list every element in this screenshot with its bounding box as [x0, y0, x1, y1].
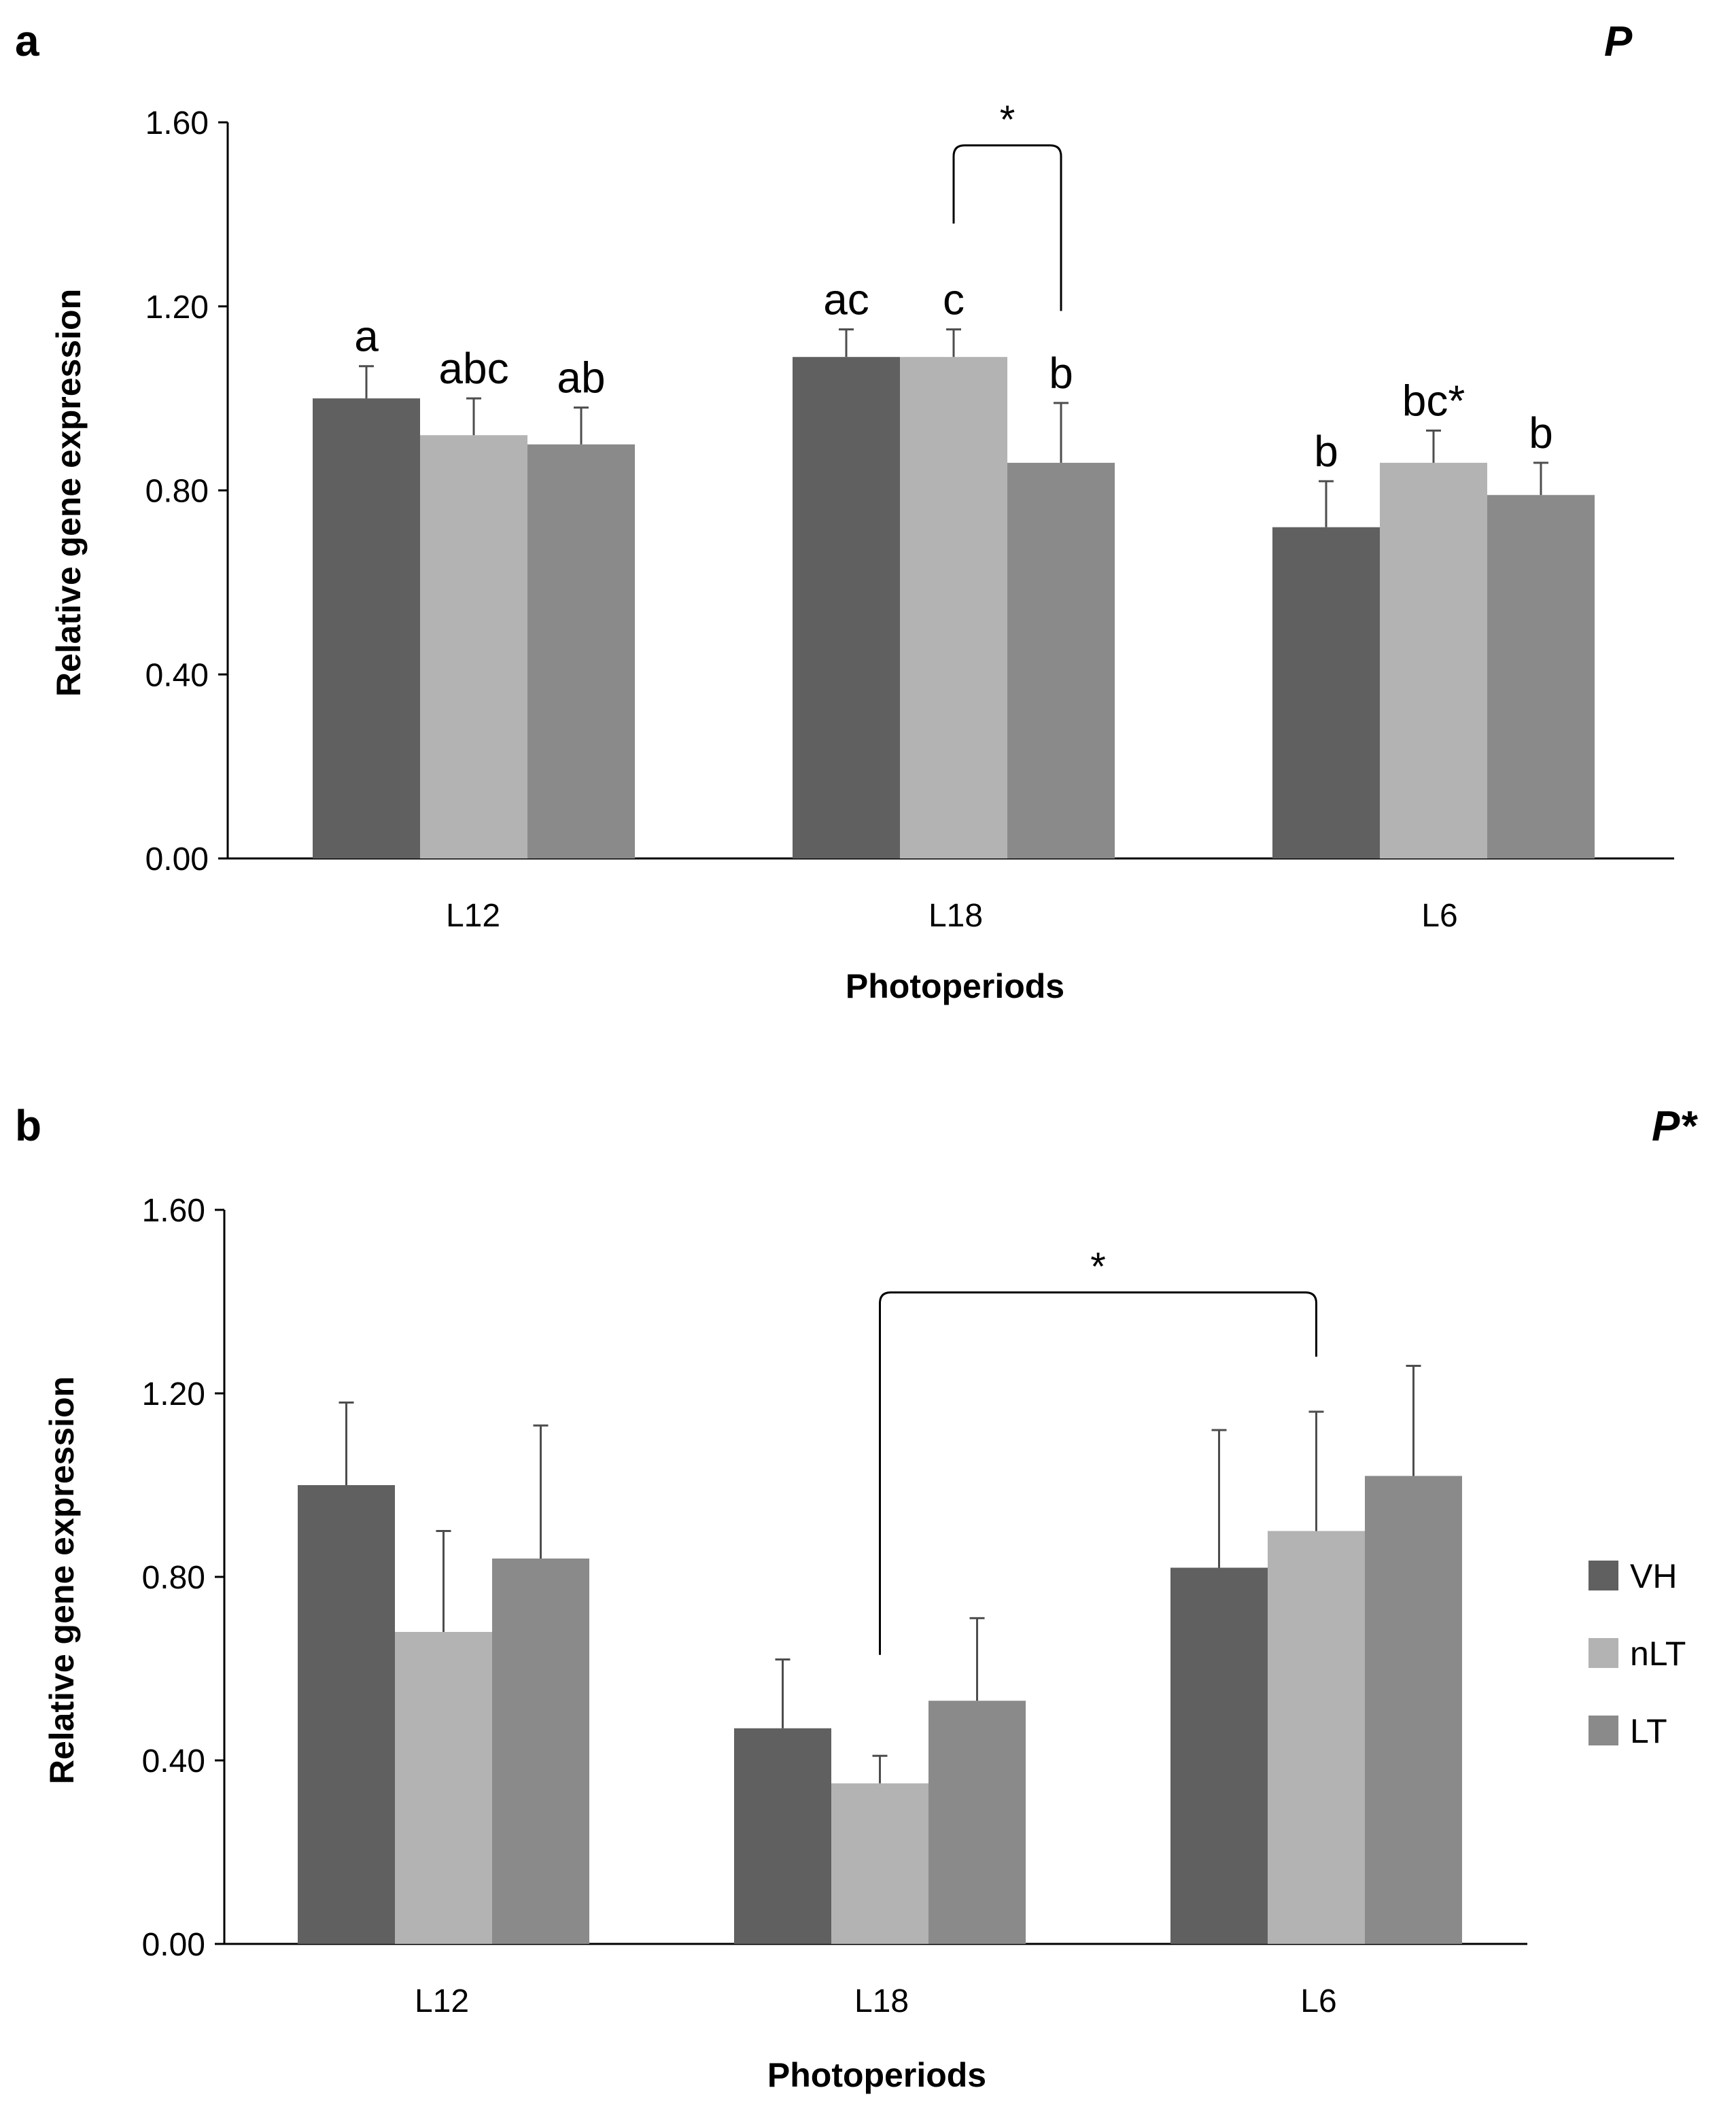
panel-b-y-tick-label: 0.00: [142, 1927, 205, 1963]
panel-a-x-tick-label: L6: [1421, 898, 1457, 934]
panel-a-significance-letter: bc*: [1402, 377, 1465, 425]
legend-swatch-LT: [1589, 1716, 1618, 1745]
panel-a-y-axis-title: Relative gene expression: [50, 289, 88, 697]
panel-a-significance-letter: abc: [438, 344, 508, 393]
panel-b-letter: b: [15, 1101, 41, 1150]
panel-b-bar-LT-L6: [1365, 1476, 1462, 1944]
panel-a-bar-nLT-L18: [900, 357, 1007, 858]
panel-b-significance-bracket: [879, 1291, 1317, 1655]
panel-a-marks: 0.00 0.40 0.80 1.20 1.60 L12 L18 L6 a abc ab ac c b b b…: [145, 98, 1674, 934]
panel-a: a P 0.00 0.40 0.80 1.20 1.60 L12 L18 L6 a abc ab ac…: [15, 16, 1674, 1005]
panel-b-bracket-star: *: [1090, 1245, 1106, 1289]
legend: VH nLT LT: [1589, 1557, 1686, 1750]
legend-swatch-nLT: [1589, 1638, 1618, 1668]
panel-a-bar-nLT-L12: [420, 435, 527, 858]
panel-a-bar-LT-L6: [1487, 495, 1595, 858]
panel-a-bracket-star: *: [1000, 98, 1015, 142]
panel-a-y-tick-label: 0.40: [145, 657, 209, 693]
panel-b-x-axis-title: Photoperiods: [767, 2056, 986, 2094]
legend-label-LT: LT: [1630, 1712, 1667, 1750]
panel-a-letter: a: [15, 16, 39, 65]
panel-b-x-tick-label: L12: [415, 1983, 469, 2019]
panel-b-bar-VH-L6: [1170, 1567, 1268, 1944]
panel-a-x-tick-label: L18: [928, 898, 983, 934]
panel-b-bar-VH-L12: [298, 1485, 395, 1944]
panel-a-x-tick-label: L12: [446, 898, 500, 934]
panel-a-bar-nLT-L6: [1380, 462, 1487, 858]
panel-b-marks: 0.00 0.40 0.80 1.20 1.60 L12 L18 L6 *: [142, 1193, 1527, 2019]
panel-a-y-tick-label: 1.20: [145, 290, 209, 326]
panel-b-bar-nLT-L18: [831, 1783, 928, 1944]
panel-b-x-tick-label: L6: [1300, 1983, 1336, 2019]
panel-b-bar-LT-L12: [492, 1559, 589, 1944]
panel-a-significance-letter: ac: [823, 275, 869, 324]
panel-a-bar-LT-L12: [527, 444, 635, 858]
panel-a-significance-letter: b: [1314, 427, 1338, 476]
panel-b-y-tick-label: 0.80: [142, 1560, 205, 1596]
panel-a-significance-letter: a: [354, 312, 379, 361]
legend-swatch-VH: [1589, 1561, 1618, 1590]
panel-b-gene-label: P*: [1652, 1103, 1698, 1150]
panel-b-bar-LT-L18: [928, 1701, 1026, 1944]
panel-a-significance-letter: b: [1049, 349, 1073, 398]
panel-b-y-tick-label: 1.20: [142, 1376, 205, 1412]
panel-b-bar-nLT-L12: [395, 1632, 492, 1944]
panel-a-bar-VH-L18: [793, 357, 900, 858]
panel-a-significance-letter: ab: [557, 353, 605, 402]
panel-a-y-tick-label: 0.00: [145, 841, 209, 877]
panel-b-bar-VH-L18: [734, 1728, 831, 1944]
panel-b-y-tick-label: 1.60: [142, 1193, 205, 1229]
panel-b-y-axis-title: Relative gene expression: [43, 1376, 81, 1784]
panel-a-gene-label: P: [1604, 18, 1633, 65]
panel-a-y-tick-label: 1.60: [145, 105, 209, 141]
panel-a-bar-VH-L12: [313, 398, 420, 858]
panel-a-y-tick-label: 0.80: [145, 474, 209, 510]
panel-b-y-tick-label: 0.40: [142, 1743, 205, 1779]
legend-label-nLT: nLT: [1630, 1635, 1686, 1673]
panel-a-bar-VH-L6: [1272, 527, 1380, 858]
legend-label-VH: VH: [1630, 1557, 1677, 1595]
panel-a-x-axis-title: Photoperiods: [846, 967, 1064, 1005]
panel-a-significance-bracket: [952, 144, 1062, 311]
panel-a-significance-letter: b: [1529, 408, 1553, 457]
panel-b-bar-nLT-L6: [1268, 1531, 1365, 1944]
panel-b-x-tick-label: L18: [854, 1983, 909, 2019]
panel-b: b P* 0.00 0.40 0.80 1.20 1.60 L12 L18 L6 * Photo…: [15, 1101, 1698, 2094]
panel-a-bar-LT-L18: [1007, 462, 1115, 858]
panel-a-significance-letter: c: [943, 275, 965, 324]
